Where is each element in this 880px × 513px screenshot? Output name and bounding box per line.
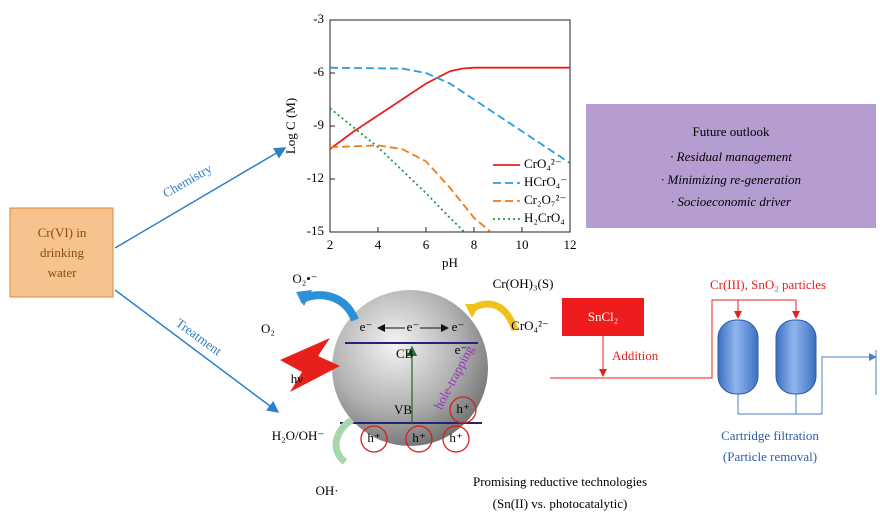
- cartridge: [775, 319, 817, 395]
- x-tick-label: 6: [423, 237, 430, 252]
- y-tick-label: -12: [307, 170, 324, 185]
- caption: Promising reductive technologies: [473, 474, 647, 489]
- y-tick-label: -9: [313, 117, 324, 132]
- electron: e⁻: [452, 319, 465, 334]
- light-label: hν: [291, 371, 304, 386]
- light-bolt: [280, 338, 340, 392]
- outlet-pipe: [737, 394, 797, 415]
- legend-label: HCrO₄⁻: [524, 174, 567, 189]
- y-axis-label: Log C (M): [283, 98, 298, 154]
- species: H₂O/OH⁻: [272, 428, 325, 443]
- filter-label: (Particle removal): [723, 449, 817, 464]
- y-tick-label: -6: [313, 64, 324, 79]
- hole-circles: [360, 396, 477, 453]
- x-tick-label: 10: [516, 237, 529, 252]
- species: OH·: [315, 483, 338, 498]
- arrow: [114, 289, 280, 413]
- x-tick-label: 8: [471, 237, 478, 252]
- outlook-item: · Minimizing re-generation: [661, 172, 801, 187]
- outlook-item: · Socioeconomic driver: [671, 194, 792, 209]
- data-line: [330, 144, 492, 232]
- data-line: [330, 66, 570, 164]
- caption: (Sn(II) vs. photocatalytic): [493, 496, 628, 511]
- source-text: water: [48, 265, 78, 280]
- particles-label: Cr(III), SnO₂ particles: [710, 277, 826, 292]
- band-label: CB: [396, 346, 414, 361]
- outlook-item: · Residual management: [670, 149, 792, 164]
- addition-label: Addition: [612, 348, 659, 363]
- hole: h⁺: [456, 401, 469, 416]
- catalyst-sphere: [332, 290, 488, 446]
- electron: e⁻: [407, 319, 420, 334]
- chart: -3 -6 -9 -12 -152 4 6 8 10 12 pH Log C (M) CrO₄²⁻ HCr…: [283, 11, 577, 270]
- data-line: [330, 66, 570, 150]
- hole: h⁺: [367, 430, 380, 445]
- reduction-arrow: [298, 291, 359, 322]
- species: CrO₄²⁻: [511, 318, 549, 333]
- cartridge: [717, 319, 759, 395]
- feed-pipe: [550, 299, 796, 379]
- data-line: [330, 107, 466, 232]
- legend-label: Cr₂O₇²⁻: [524, 192, 566, 207]
- source-box: [9, 207, 114, 298]
- source-text: drinking: [40, 245, 85, 260]
- y-tick-label: -15: [307, 223, 324, 238]
- oxidation-arrow: [332, 416, 354, 465]
- outlook-box: [586, 104, 876, 228]
- electron: e⁻: [360, 319, 373, 334]
- reagent-label: SnCl₂: [588, 309, 619, 324]
- x-axis-label: pH: [442, 255, 458, 270]
- y-tick-label: -3: [313, 11, 324, 26]
- band-label: VB: [394, 402, 412, 417]
- reagent-box: [562, 298, 644, 336]
- source-text: Cr(VI) in: [38, 225, 87, 240]
- arrow: [114, 147, 287, 249]
- outlook-title: Future outlook: [693, 124, 770, 139]
- outlet-pipe: [796, 353, 877, 415]
- legend-label: H₂CrO₄: [524, 210, 565, 225]
- electron: e⁻: [455, 342, 468, 357]
- species: O₂: [261, 321, 275, 336]
- filter-label: Cartridge filtration: [721, 428, 819, 443]
- hole: h⁺: [449, 430, 462, 445]
- species: Cr(OH)₃(S): [493, 276, 554, 291]
- x-tick-label: 4: [375, 237, 382, 252]
- x-tick-label: 2: [327, 237, 334, 252]
- legend-label: CrO₄²⁻: [524, 156, 562, 171]
- arrowhead: [296, 290, 312, 306]
- arrowhead: [465, 304, 480, 318]
- x-tick-label: 12: [564, 237, 577, 252]
- hole: h⁺: [412, 430, 425, 445]
- species: O₂•⁻: [292, 271, 317, 286]
